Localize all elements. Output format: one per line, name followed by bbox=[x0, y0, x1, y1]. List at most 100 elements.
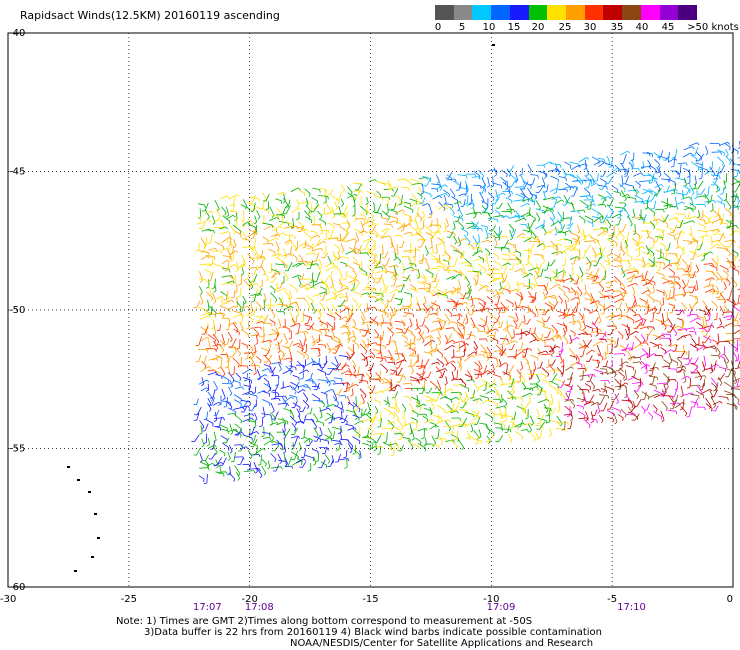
wind-barb bbox=[262, 399, 270, 404]
wind-barb-flag bbox=[478, 366, 481, 370]
wind-barb bbox=[269, 340, 271, 348]
wind-barb bbox=[215, 459, 219, 467]
wind-barb-flag bbox=[301, 345, 305, 347]
wind-barb-flag bbox=[591, 349, 595, 353]
wind-barb bbox=[395, 307, 404, 313]
wind-barb bbox=[296, 350, 305, 357]
wind-barb bbox=[467, 334, 475, 337]
wind-barb bbox=[453, 329, 461, 335]
wind-barb-flag bbox=[354, 427, 357, 431]
wind-barb bbox=[302, 392, 309, 400]
wind-barb bbox=[501, 394, 503, 402]
wind-barb bbox=[435, 279, 440, 288]
wind-barb bbox=[563, 267, 566, 275]
wind-barb bbox=[292, 217, 295, 228]
wind-barb bbox=[478, 428, 482, 437]
wind-barb bbox=[632, 413, 638, 418]
wind-barb bbox=[374, 445, 382, 448]
wind-barb-flag bbox=[252, 392, 256, 394]
wind-barb-flag bbox=[432, 406, 435, 410]
wind-barb-flag bbox=[590, 420, 594, 424]
wind-barb bbox=[207, 398, 212, 404]
wind-barb-flag bbox=[589, 386, 591, 390]
wind-barb-flag bbox=[583, 292, 587, 295]
wind-barb bbox=[403, 222, 405, 231]
wind-barb bbox=[375, 378, 383, 381]
wind-barb-flag bbox=[351, 283, 355, 285]
wind-barb bbox=[243, 413, 253, 417]
wind-barb bbox=[373, 229, 379, 236]
wind-barb bbox=[569, 222, 574, 229]
wind-barb bbox=[340, 299, 346, 307]
wind-barb-flag bbox=[492, 390, 496, 393]
wind-barb bbox=[464, 258, 472, 265]
wind-barb bbox=[502, 414, 513, 417]
wind-barb bbox=[318, 258, 323, 267]
wind-barb bbox=[417, 226, 422, 233]
wind-barb bbox=[295, 315, 298, 322]
wind-barb bbox=[229, 379, 233, 386]
wind-barb bbox=[226, 206, 230, 216]
wind-barb bbox=[463, 199, 466, 207]
wind-barb-flag bbox=[319, 232, 323, 235]
wind-barb bbox=[375, 270, 385, 274]
wind-barb-flag bbox=[454, 241, 458, 245]
wind-barb-flag bbox=[218, 404, 222, 406]
wind-barb-flag bbox=[230, 282, 233, 286]
wind-barb bbox=[294, 381, 300, 390]
wind-barb bbox=[554, 378, 564, 383]
wind-barb bbox=[443, 290, 452, 295]
wind-barb bbox=[416, 324, 422, 331]
wind-barb-flag bbox=[224, 270, 228, 272]
wind-barb bbox=[576, 277, 580, 284]
wind-barb bbox=[326, 313, 336, 318]
wind-barb-flag bbox=[250, 237, 254, 240]
wind-barb bbox=[567, 391, 571, 400]
wind-barb bbox=[354, 420, 362, 426]
wind-barb bbox=[538, 421, 546, 430]
wind-barb-flag bbox=[441, 354, 444, 358]
wind-barb bbox=[386, 432, 388, 442]
wind-barb bbox=[340, 243, 345, 251]
wind-barb-flag bbox=[369, 321, 373, 324]
wind-barb-flag bbox=[302, 262, 306, 265]
wind-barb bbox=[431, 435, 436, 444]
wind-barb-flag bbox=[306, 444, 310, 447]
wind-barb-flag bbox=[258, 468, 261, 472]
wind-barb bbox=[410, 297, 413, 306]
wind-barb bbox=[250, 326, 261, 329]
wind-barb bbox=[592, 388, 599, 392]
wind-barb bbox=[609, 400, 615, 410]
wind-barb bbox=[486, 370, 494, 375]
wind-barb-flag bbox=[607, 334, 611, 336]
wind-barb bbox=[231, 338, 237, 348]
wind-barb bbox=[298, 190, 305, 194]
wind-barb-flag bbox=[529, 429, 532, 433]
wind-barb-flag bbox=[306, 248, 311, 250]
wind-barb bbox=[443, 206, 451, 211]
wind-barb-flag bbox=[317, 354, 321, 358]
wind-barb bbox=[290, 409, 295, 418]
wind-barb bbox=[304, 263, 313, 267]
wind-barb bbox=[479, 185, 486, 190]
wind-barb-flag bbox=[586, 196, 589, 200]
wind-barb-flag bbox=[640, 344, 643, 347]
wind-barb bbox=[340, 401, 344, 408]
wind-barb bbox=[329, 229, 334, 240]
wind-barb-flag bbox=[622, 417, 624, 421]
wind-barb-flag bbox=[267, 368, 271, 371]
wind-barb-flag bbox=[299, 466, 303, 468]
wind-barb bbox=[408, 219, 417, 222]
wind-barb-flag bbox=[273, 289, 276, 293]
wind-barb-flag bbox=[271, 243, 274, 247]
wind-barb bbox=[219, 305, 230, 310]
wind-barb bbox=[570, 279, 578, 283]
wind-barb-flag bbox=[577, 210, 580, 214]
wind-barb-flag bbox=[514, 325, 518, 329]
wind-barb-flag bbox=[388, 216, 390, 221]
wind-barb-flag bbox=[239, 378, 242, 382]
wind-barb bbox=[352, 388, 354, 395]
wind-barb bbox=[283, 271, 289, 279]
wind-barb-flag bbox=[551, 309, 554, 312]
wind-barb bbox=[515, 431, 524, 437]
